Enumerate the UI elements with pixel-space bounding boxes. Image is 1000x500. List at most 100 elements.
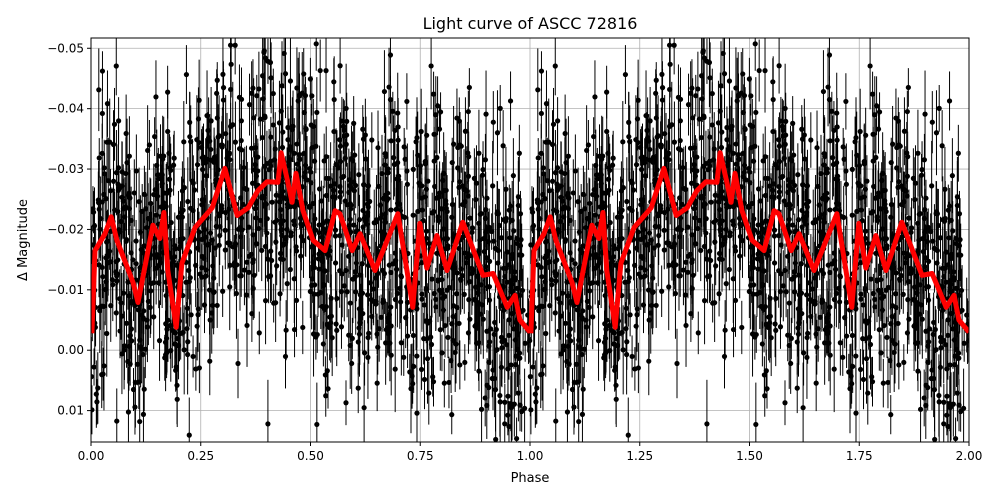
data-point xyxy=(624,198,630,205)
data-point xyxy=(274,217,280,223)
data-point xyxy=(661,227,667,233)
data-point xyxy=(940,217,946,223)
data-point xyxy=(667,86,673,93)
data-point xyxy=(123,238,129,244)
data-point xyxy=(355,385,361,391)
data-point xyxy=(498,235,505,241)
data-point xyxy=(748,93,754,99)
data-point xyxy=(624,351,630,358)
data-point xyxy=(270,122,276,128)
data-point xyxy=(157,259,164,266)
data-point xyxy=(771,233,778,239)
data-point xyxy=(837,273,843,279)
data-point xyxy=(103,196,109,202)
data-point xyxy=(808,313,814,320)
data-point xyxy=(693,93,699,99)
data-point xyxy=(885,379,891,386)
data-point xyxy=(373,217,380,223)
data-point xyxy=(365,354,371,361)
data-point xyxy=(941,337,947,344)
data-point xyxy=(494,209,501,215)
data-point xyxy=(643,242,650,248)
data-point xyxy=(173,367,179,373)
data-point xyxy=(947,362,953,368)
data-point xyxy=(842,315,848,321)
data-point xyxy=(442,323,448,329)
data-point xyxy=(423,186,429,192)
data-point xyxy=(854,208,860,215)
data-point xyxy=(882,201,888,207)
data-point xyxy=(260,96,266,102)
data-point xyxy=(878,350,884,356)
data-point xyxy=(693,241,699,247)
data-point xyxy=(742,126,748,132)
data-point xyxy=(262,298,269,304)
data-point xyxy=(381,270,388,277)
data-point xyxy=(386,84,392,90)
data-point xyxy=(256,86,262,92)
data-point xyxy=(946,98,953,104)
data-point xyxy=(542,196,548,202)
data-point xyxy=(341,133,347,139)
data-point xyxy=(932,436,938,442)
data-point xyxy=(716,291,722,297)
data-point xyxy=(814,145,820,151)
data-point xyxy=(605,150,611,156)
data-point xyxy=(801,132,807,138)
data-point xyxy=(890,141,896,147)
data-point xyxy=(132,404,138,410)
data-point xyxy=(557,218,564,225)
data-point xyxy=(393,257,399,264)
data-point xyxy=(783,118,789,124)
data-point xyxy=(511,326,517,332)
data-point xyxy=(494,130,501,136)
data-point xyxy=(945,423,951,430)
data-point xyxy=(439,350,445,356)
data-point xyxy=(265,421,271,427)
data-point xyxy=(923,382,929,388)
data-point xyxy=(753,109,759,116)
data-point xyxy=(666,284,672,290)
data-point xyxy=(183,71,190,78)
data-point xyxy=(530,364,536,370)
data-point xyxy=(480,167,486,173)
data-point xyxy=(113,63,119,69)
data-point xyxy=(575,199,581,205)
data-point xyxy=(272,146,278,152)
data-point xyxy=(194,323,200,329)
data-point xyxy=(653,90,659,96)
data-point xyxy=(905,84,911,91)
data-point xyxy=(419,195,425,201)
data-point xyxy=(228,86,234,93)
data-point xyxy=(747,180,753,186)
data-point xyxy=(671,42,677,48)
data-point xyxy=(365,292,371,298)
data-point xyxy=(514,235,520,242)
data-point xyxy=(538,150,544,156)
data-point xyxy=(713,263,719,269)
data-point xyxy=(487,339,493,345)
data-point xyxy=(730,276,736,282)
data-point xyxy=(418,128,424,135)
data-point xyxy=(513,435,520,442)
data-point xyxy=(490,119,496,125)
data-point xyxy=(646,358,652,364)
data-point xyxy=(508,405,514,411)
data-point xyxy=(466,297,472,303)
data-point xyxy=(749,200,755,207)
data-point xyxy=(936,105,942,111)
data-point xyxy=(558,351,564,357)
data-point xyxy=(921,157,928,163)
data-point xyxy=(535,87,541,93)
data-point xyxy=(464,255,470,261)
data-point xyxy=(147,304,153,310)
data-point xyxy=(586,304,592,310)
data-point xyxy=(713,217,719,223)
data-point xyxy=(445,334,451,341)
data-point xyxy=(117,296,123,302)
data-point xyxy=(618,188,625,194)
data-point xyxy=(876,327,882,333)
data-point xyxy=(535,206,541,212)
data-point xyxy=(857,366,864,373)
data-point xyxy=(652,223,658,229)
